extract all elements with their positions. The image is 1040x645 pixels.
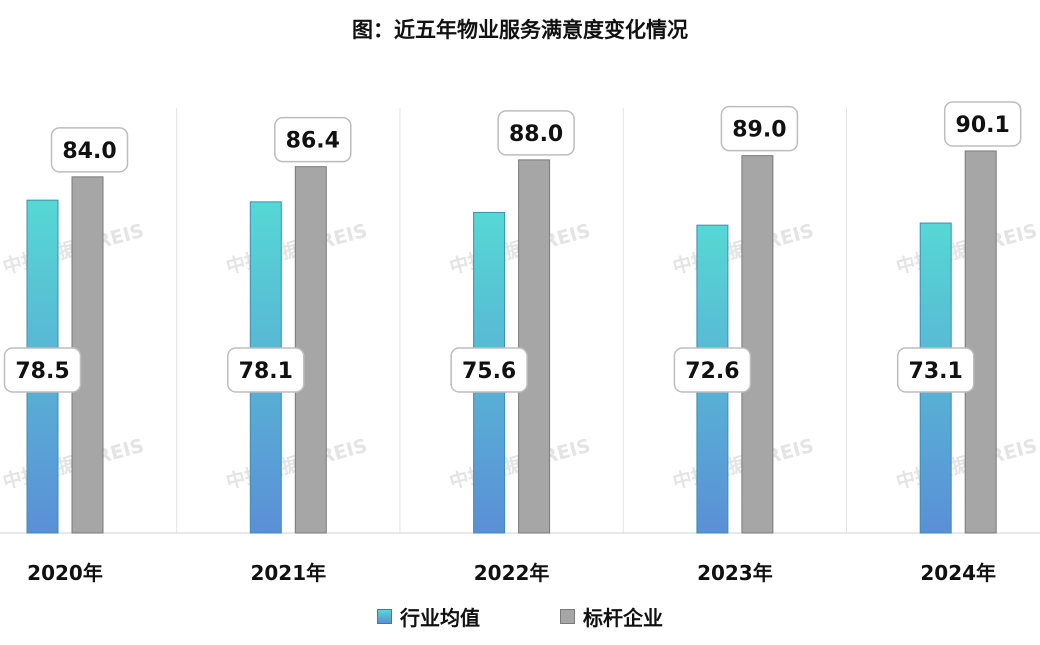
legend: 行业均值 标杆企业 [0, 602, 1040, 631]
legend-label-benchmark: 标杆企业 [583, 606, 663, 630]
legend-swatch-benchmark [560, 609, 575, 624]
bar-benchmark [741, 155, 774, 534]
data-label-industry-box [3, 347, 82, 393]
data-label-benchmark: 86.4 [286, 129, 340, 154]
x-tick-label: 2020年 [27, 561, 103, 585]
data-label-benchmark-box [943, 101, 1022, 147]
bar-benchmark [964, 150, 997, 534]
data-label-benchmark-box [720, 105, 799, 152]
legend-item-industry: 行业均值 [377, 602, 480, 631]
data-label-benchmark-box [274, 116, 352, 163]
legend-label-industry: 行业均值 [400, 606, 480, 630]
chart-title: 图：近五年物业服务满意度变化情况 [352, 18, 688, 42]
data-label-benchmark: 90.1 [956, 113, 1010, 138]
data-label-benchmark-box [50, 127, 129, 173]
x-tick-label: 2024年 [920, 561, 996, 585]
legend-item-benchmark: 标杆企业 [560, 602, 663, 631]
bar-benchmark [518, 159, 551, 534]
data-label-industry-box [673, 347, 752, 393]
data-label-industry: 78.5 [15, 359, 69, 384]
data-label-industry: 73.1 [909, 359, 963, 384]
data-label-industry-box [227, 347, 305, 393]
data-label-industry-box [896, 347, 975, 393]
data-label-benchmark: 88.0 [509, 122, 563, 147]
data-label-industry: 75.6 [462, 359, 516, 384]
legend-swatch-industry [377, 609, 392, 624]
data-label-industry-box [450, 347, 528, 393]
x-tick-label: 2022年 [474, 561, 550, 585]
data-label-industry: 78.1 [239, 359, 293, 384]
x-tick-label: 2021年 [250, 561, 326, 585]
data-label-benchmark-box [497, 110, 575, 156]
data-label-benchmark: 84.0 [62, 139, 116, 164]
x-tick-label: 2023年 [697, 561, 773, 585]
data-label-industry: 72.6 [685, 359, 739, 384]
data-label-benchmark: 89.0 [732, 118, 786, 143]
